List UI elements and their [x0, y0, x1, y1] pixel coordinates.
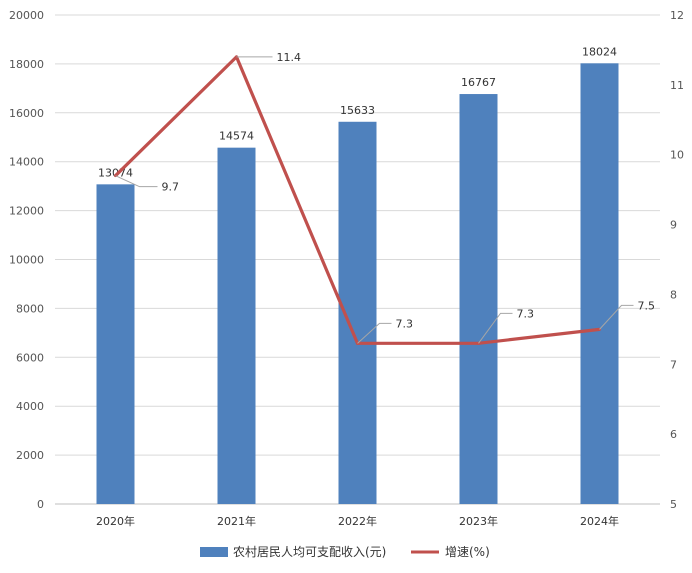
- left-tick-label: 12000: [9, 205, 44, 218]
- leader-line: [599, 304, 634, 330]
- line-data-label: 7.3: [396, 317, 414, 330]
- left-tick-label: 14000: [9, 156, 44, 169]
- leader-line: [115, 175, 158, 188]
- bar: [580, 63, 619, 504]
- leader-line: [357, 322, 392, 344]
- category-label: 2021年: [217, 514, 256, 528]
- left-tick-label: 20000: [9, 9, 44, 22]
- left-tick-label: 16000: [9, 107, 44, 120]
- line-data-label: 7.5: [638, 299, 656, 312]
- line-data-labels: 9.7 11.4 7.3 7.3 7.5: [115, 51, 656, 344]
- category-label: 2023年: [459, 514, 498, 528]
- bar: [217, 147, 256, 504]
- line-data-label: 11.4: [277, 51, 302, 64]
- bar-series: [96, 63, 619, 505]
- right-tick-label: 6: [670, 428, 677, 441]
- right-tick-label: 11: [670, 79, 684, 92]
- right-tick-label: 12: [670, 9, 684, 22]
- left-tick-label: 8000: [16, 302, 44, 315]
- left-tick-label: 4000: [16, 400, 44, 413]
- left-tick-label: 2000: [16, 449, 44, 462]
- category-label: 2024年: [580, 514, 619, 528]
- legend-label-bar: 农村居民人均可支配收入(元): [233, 545, 386, 559]
- left-axis: 0 2000 4000 6000 8000 10000 12000 14000 16000 180…: [9, 9, 44, 511]
- right-tick-label: 9: [670, 219, 677, 232]
- line-data-label: 9.7: [162, 181, 180, 194]
- bar: [459, 94, 498, 505]
- bar-data-labels: 13074 14574 15633 16767 18024: [98, 45, 617, 179]
- right-tick-label: 8: [670, 288, 677, 301]
- bar-data-label: 13074: [98, 166, 133, 179]
- left-tick-label: 0: [37, 498, 44, 511]
- bar-data-label: 14574: [219, 130, 254, 143]
- legend-label-line: 增速(%): [445, 545, 490, 559]
- category-label: 2020年: [96, 514, 135, 528]
- legend: 农村居民人均可支配收入(元) 增速(%): [200, 545, 490, 559]
- bar-data-label: 16767: [461, 76, 496, 89]
- left-tick-label: 18000: [9, 58, 44, 71]
- legend-swatch-bar: [200, 547, 228, 557]
- right-axis: 5 6 7 8 9 10 11 12: [670, 9, 684, 511]
- line-data-label: 7.3: [517, 307, 535, 320]
- category-label: 2022年: [338, 514, 377, 528]
- leader-line: [478, 312, 513, 344]
- right-tick-label: 5: [670, 498, 677, 511]
- right-tick-label: 7: [670, 358, 677, 371]
- left-tick-label: 6000: [16, 351, 44, 364]
- bar-data-label: 15633: [340, 104, 375, 117]
- left-tick-label: 10000: [9, 254, 44, 267]
- bar: [96, 184, 135, 504]
- category-axis: 2020年 2021年 2022年 2023年 2024年: [96, 514, 619, 528]
- bar-data-label: 18024: [582, 45, 617, 58]
- right-tick-label: 10: [670, 149, 684, 162]
